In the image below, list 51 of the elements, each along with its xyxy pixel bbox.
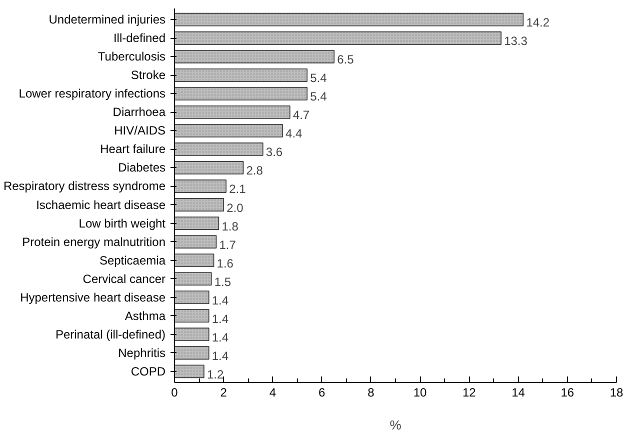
data-label: 4.7: [292, 108, 310, 122]
data-label: 1.5: [214, 274, 232, 289]
data-label: 3.6: [266, 145, 283, 160]
y-tick-label: Tuberculosis: [98, 50, 166, 64]
data-label: 1.6: [216, 256, 234, 270]
x-tick-label: 14: [512, 386, 526, 400]
data-label: 4.4: [286, 126, 303, 141]
data-label: 1.4: [212, 330, 229, 344]
y-tick-label: Cervical cancer: [82, 272, 166, 286]
y-tick-label: Asthma: [124, 308, 166, 323]
data-label: 1.4: [212, 312, 229, 326]
y-tick-label: HIV/AIDS: [114, 124, 166, 138]
y-tick-label: Heart failure: [100, 142, 166, 156]
data-label: 1.2: [206, 367, 224, 382]
y-tick-label: Ischaemic heart disease: [36, 198, 166, 212]
y-tick-label: Lower respiratory infections: [18, 86, 166, 101]
data-label: 2.0: [226, 200, 244, 215]
y-tick-label: Stroke: [130, 68, 166, 82]
data-label: 1.7: [219, 238, 236, 252]
data-label: 5.4: [310, 71, 328, 86]
x-tick-label: 12: [462, 386, 476, 400]
data-label: 5.4: [310, 90, 328, 104]
y-tick-label: COPD: [130, 364, 166, 378]
data-label: 2.1: [229, 182, 246, 196]
x-tick-label: 18: [610, 386, 624, 400]
y-tick-label: Protein energy malnutrition: [22, 234, 166, 249]
data-label: 1.8: [222, 219, 239, 234]
y-tick-label: Low birth weight: [78, 216, 166, 230]
y-tick-label: Diabetes: [118, 160, 166, 175]
data-label: 1.4: [212, 348, 229, 363]
y-tick-label: Ill-defined: [113, 31, 166, 46]
x-tick-label: 4: [269, 386, 276, 400]
data-label: 1.4: [212, 293, 229, 308]
y-tick-label: Undetermined injuries: [48, 12, 166, 27]
x-tick-label: 16: [560, 386, 574, 400]
data-label: 6.5: [337, 52, 354, 67]
data-label: 14.2: [526, 16, 550, 30]
x-axis-title: %: [390, 418, 402, 432]
y-tick-label: Septicaemia: [99, 253, 166, 268]
y-tick-label: Nephritis: [118, 346, 166, 360]
y-tick-label: Respiratory distress syndrome: [3, 179, 166, 194]
x-tick-label: 10: [413, 386, 428, 400]
y-tick-label: Diarrhoea: [112, 105, 166, 120]
data-label: 13.3: [504, 34, 528, 48]
x-tick-label: 0: [171, 386, 178, 400]
data-label: 2.8: [246, 164, 264, 178]
y-tick-label: Hypertensive heart disease: [20, 290, 166, 304]
x-tick-label: 8: [368, 386, 375, 400]
x-tick-label: 2: [220, 386, 228, 400]
x-tick-label: 6: [318, 386, 326, 400]
y-tick-label: Perinatal (ill-defined): [55, 327, 166, 342]
